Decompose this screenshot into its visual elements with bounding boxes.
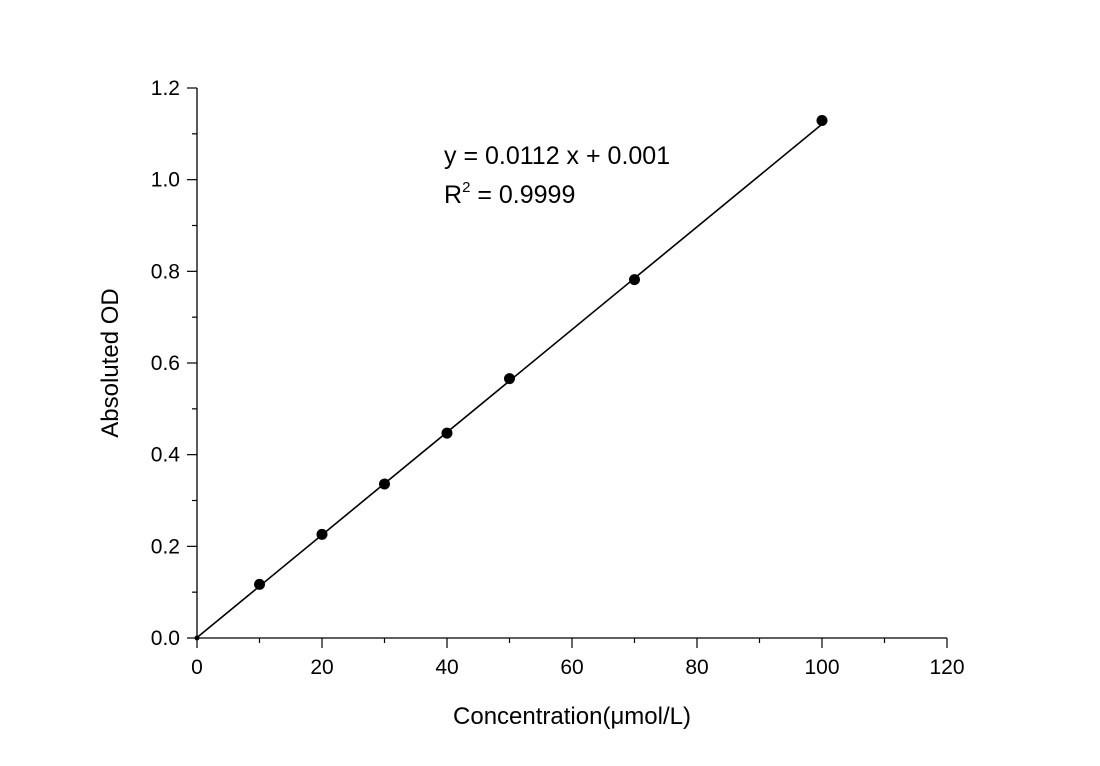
x-tick-label: 0 [191,656,203,679]
data-point [441,427,453,439]
y-tick-label: 0.8 [151,260,180,283]
y-tick-label: 1.2 [151,77,180,100]
x-tick-label: 80 [685,656,708,679]
data-point [254,578,265,590]
y-tick-label: 0.6 [151,352,180,375]
x-tick-label: 120 [929,656,964,679]
y-tick-label: 0.4 [151,444,181,467]
x-ticks: 0 20 40 60 80 100 120 [191,638,965,679]
y-ticks: 0.0 0.2 0.4 0.6 0.8 1.0 1.2 [151,77,197,650]
r-squared-superscript: 2 [462,179,470,196]
data-point [316,528,328,540]
data-point [504,373,515,385]
x-tick-label: 60 [560,656,583,679]
r-squared-label: R2 = 0.9999 [444,179,575,209]
y-tick-label: 0.2 [151,535,180,558]
data-point [629,274,640,286]
data-point [379,478,390,490]
x-tick-label: 20 [310,656,333,679]
data-point [194,635,200,641]
regression-equation: y = 0.0112 x + 0.001 [444,142,670,170]
x-tick-label: 40 [435,656,458,679]
y-tick-label: 0.0 [151,627,180,650]
x-tick-label: 100 [804,656,839,679]
r-squared-prefix: R [444,181,462,209]
r-squared-value: = 0.9999 [470,181,575,209]
x-axis-title: Concentration(μmol/L) [453,703,691,730]
axes [196,88,947,639]
y-axis-title: Absoluted OD [97,288,124,437]
data-points [194,115,828,641]
data-point [816,115,828,127]
y-tick-label: 1.0 [151,169,180,192]
